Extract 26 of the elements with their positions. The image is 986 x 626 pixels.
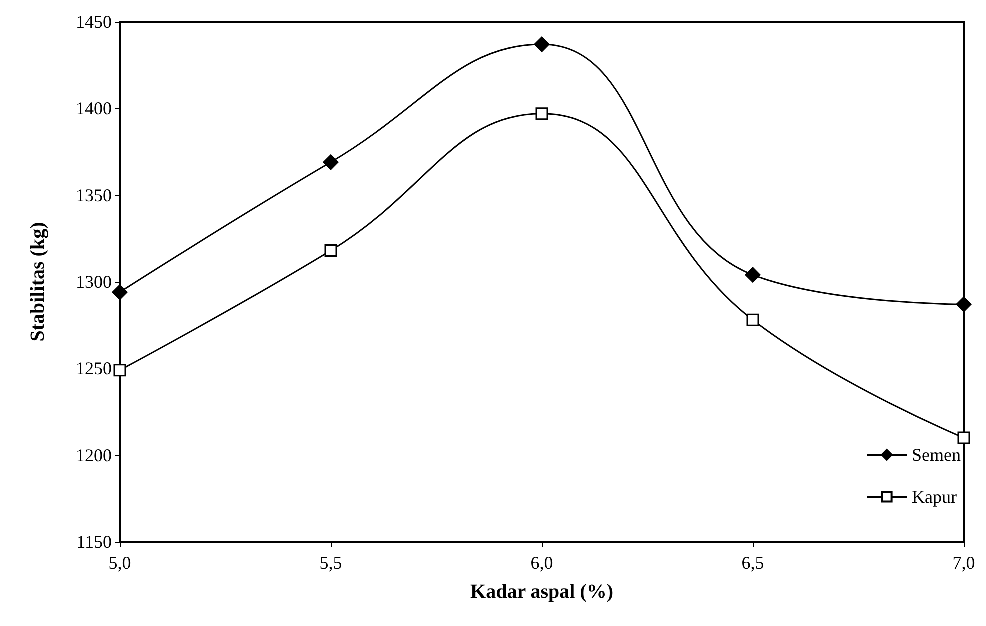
y-tick-label: 1350 [76, 185, 112, 206]
point [112, 284, 128, 300]
x-tick-label: 6,5 [742, 553, 764, 573]
point [114, 364, 126, 377]
y-tick-label: 1150 [76, 532, 112, 552]
x-tick-label: 5,0 [108, 553, 132, 573]
y-tick-label: 1300 [76, 272, 112, 292]
point [746, 314, 760, 326]
x-axis-title: Kadar aspal (%) [470, 581, 614, 603]
y-axis-title: Stabilitas (kg) [27, 222, 49, 342]
legend-label: Semen [912, 445, 962, 465]
point [958, 432, 970, 444]
y-tick-label: 1250 [76, 358, 112, 379]
point [534, 36, 550, 52]
point [324, 244, 338, 258]
x-tick-label: 6,0 [530, 553, 554, 573]
y-tick-label: 1400 [76, 98, 112, 119]
legend-label: Kapur [912, 487, 957, 507]
y-tick-label: 1450 [76, 12, 112, 32]
x-tick-label: 7,0 [952, 553, 976, 573]
point [745, 267, 761, 283]
point [323, 154, 339, 170]
point [536, 108, 548, 120]
y-tick-label: 1200 [76, 445, 112, 466]
x-tick-label: 5,5 [320, 553, 342, 573]
point [956, 296, 972, 312]
